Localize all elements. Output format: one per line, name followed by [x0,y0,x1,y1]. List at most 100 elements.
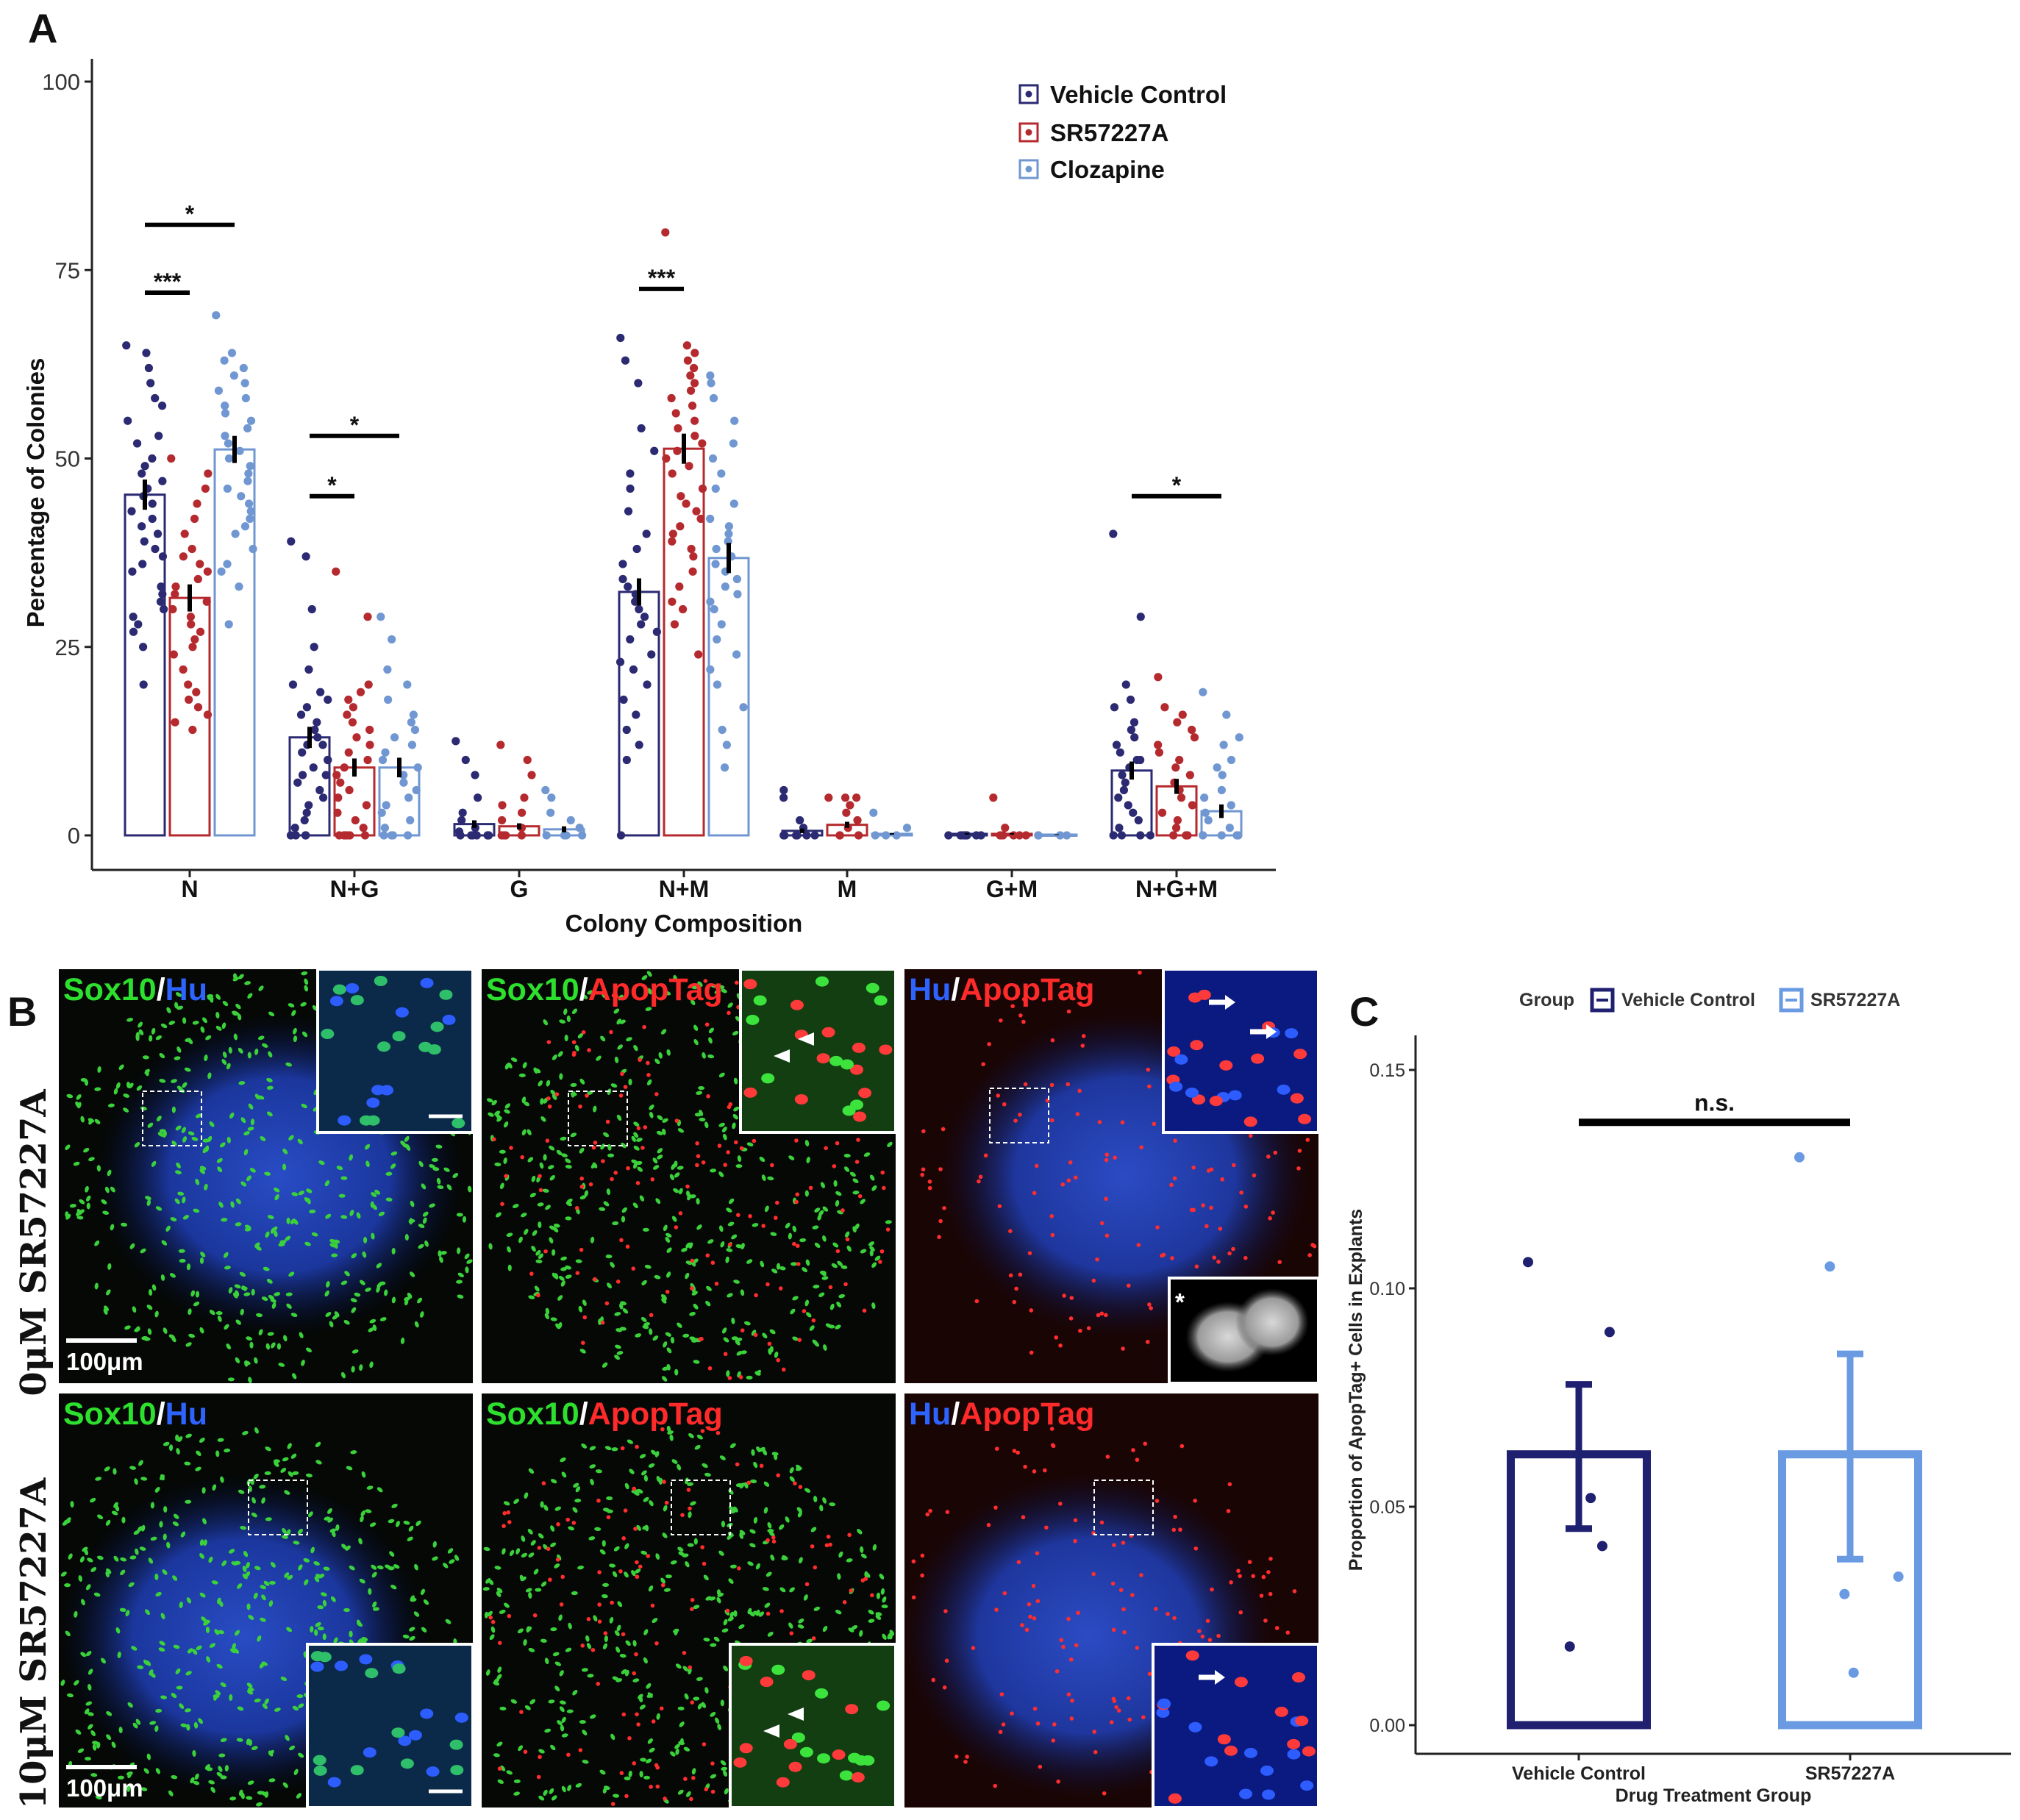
data-point [1225,824,1234,832]
inset-cell [852,1042,866,1053]
inset-cell [832,1749,846,1760]
sox10-cell [577,1032,584,1039]
data-point [682,341,691,350]
sox10-cell [654,1451,660,1457]
apoptag-cell [1251,1574,1255,1579]
apoptag-cell [686,1488,691,1492]
sox10-cell [92,1741,99,1745]
sox10-cell [718,1550,724,1556]
sox10-cell [310,1626,314,1633]
sox10-cell [182,1136,188,1143]
sox10-cell [684,1693,689,1700]
sox10-cell [263,1266,270,1271]
data-point [853,816,862,825]
apoptag-cell [983,1153,988,1158]
apoptag-cell [1077,982,1082,986]
sox10-cell [677,1322,682,1328]
sox10-cell [696,1091,703,1095]
apoptag-cell [1243,1205,1249,1209]
sox10-cell [79,1199,85,1205]
sox10-cell [538,1795,545,1801]
sox10-cell [500,1765,506,1771]
sox10-cell [670,1560,677,1565]
apoptag-cell [1068,1316,1074,1321]
sox10-cell [131,1646,138,1651]
apoptag-cell [507,1613,512,1619]
data-point [132,439,142,448]
sox10-cell [307,1511,313,1518]
sox10-cell [560,1280,565,1287]
sox10-cell [172,1521,179,1527]
sox10-cell [565,1274,572,1279]
sox10-cell [496,1591,502,1597]
sox10-cell [314,1629,318,1636]
sox10-cell [579,1078,585,1085]
apoptag-cell [1066,1082,1071,1087]
data-point [146,379,155,388]
sox10-cell [195,1291,200,1298]
inset-cell [761,1073,775,1084]
apoptag-cell [597,1619,602,1624]
data-point [413,763,422,772]
data-point [690,432,699,440]
sox10-cell [452,1173,459,1179]
data-point [148,514,157,524]
inset-cell [420,1708,434,1719]
sox10-cell [538,1080,543,1087]
sox10-cell [271,1342,276,1349]
apoptag-cell [954,1755,959,1759]
sox10-cell [226,1063,231,1070]
sox10-cell [293,1769,299,1775]
data-point [352,733,361,742]
zoom-inset [729,1643,897,1809]
sox10-cell [612,1221,619,1226]
sox10-cell [129,1555,137,1560]
sox10-cell [753,1516,758,1524]
sox10-cell [674,1744,680,1749]
sox10-cell [560,1724,565,1732]
sox10-cell [438,1250,442,1257]
data-point [1136,831,1145,840]
data-point [621,356,630,365]
sox10-cell [446,1184,452,1191]
sox10-cell [163,1327,168,1334]
apoptag-cell [660,1427,665,1432]
apoptag-cell [994,1446,999,1451]
sox10-cell [549,1788,554,1794]
data-point [1217,785,1226,795]
inset-cell [816,1053,830,1064]
sox10-cell [749,1529,756,1534]
sox10-cell [237,1706,244,1711]
sox10-cell [233,1648,240,1654]
sox10-cell [159,1641,165,1646]
sox10-cell [543,1154,547,1161]
sox10-cell [254,1048,259,1055]
sox10-cell [179,1601,183,1608]
sox10-cell [612,1571,618,1577]
sox10-cell [187,1648,193,1654]
apoptag-cell [1112,1543,1116,1547]
sox10-cell [544,1657,549,1665]
sox10-cell [528,1468,535,1474]
sox10-cell [168,1790,174,1796]
sox10-cell [200,1026,205,1033]
apoptag-cell [710,1761,715,1766]
sox10-cell [552,1272,557,1279]
apoptag-cell [1220,1177,1224,1182]
apoptag-cell [835,1141,840,1146]
sox10-cell [735,1482,743,1488]
apoptag-cell [1209,1167,1214,1172]
sox10-cell [675,1748,679,1755]
apoptag-cell [1205,1619,1210,1624]
sox10-cell [296,1793,301,1799]
data-point [381,748,390,757]
sox10-cell [256,1802,263,1807]
apoptag-cell [1139,1573,1143,1577]
sox10-cell [521,1535,526,1542]
apoptag-cell [1016,1560,1021,1565]
inset-cell [1169,1081,1183,1092]
data-point [188,725,197,735]
apoptag-cell [1227,1251,1232,1256]
apoptag-cell [504,1174,508,1179]
apoptag-cell [623,1508,628,1513]
